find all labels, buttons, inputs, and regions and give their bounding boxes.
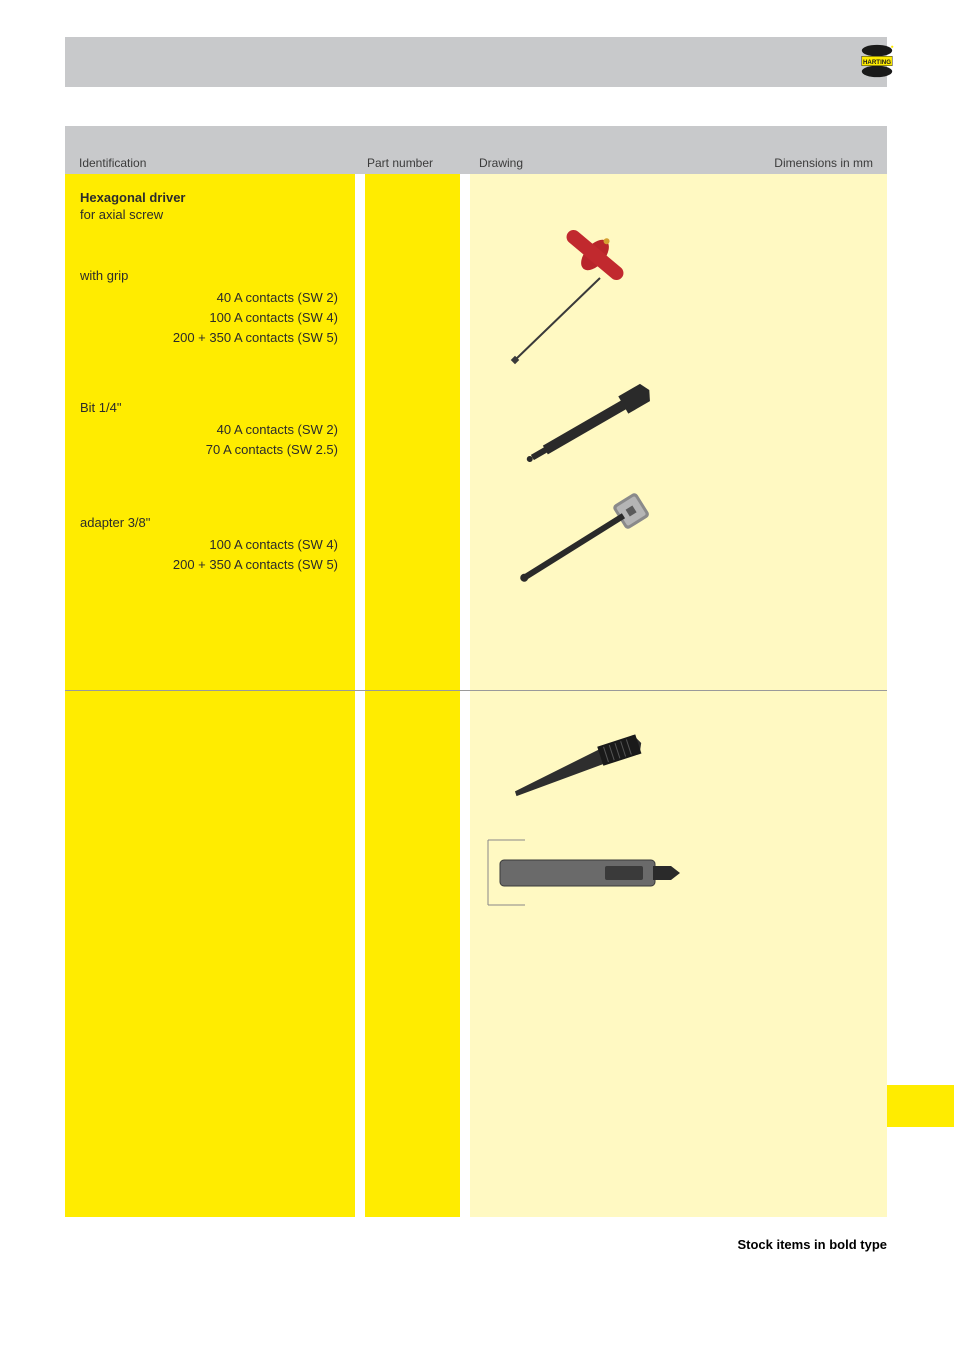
side-tab	[887, 1085, 954, 1127]
drawing-adapter	[480, 480, 680, 620]
group1-line: 200 + 350 A contacts (SW 5)	[68, 330, 338, 345]
group2-line: 40 A contacts (SW 2)	[68, 422, 338, 437]
header-identification: Identification	[79, 156, 146, 170]
drawing-hex-driver-grip	[480, 230, 680, 380]
group3-label: adapter 3/8"	[80, 515, 150, 530]
group2-line: 70 A contacts (SW 2.5)	[68, 442, 338, 457]
header-drawing: Drawing	[479, 156, 523, 170]
header-dimensions: Dimensions in mm	[774, 156, 873, 170]
table-header-row: Identification Part number Drawing Dimen…	[65, 126, 887, 174]
section-subtitle: for axial screw	[80, 207, 163, 222]
top-banner	[65, 37, 887, 87]
separator-line	[65, 690, 887, 691]
drawing-tool-5	[470, 830, 700, 920]
group3-line: 200 + 350 A contacts (SW 5)	[68, 557, 338, 572]
header-part-number: Part number	[367, 156, 433, 170]
group1-line: 40 A contacts (SW 2)	[68, 290, 338, 305]
column-part-number-bg	[365, 174, 460, 1217]
svg-text:HARTING: HARTING	[863, 59, 891, 66]
drawing-tool-4	[480, 715, 680, 815]
group2-label: Bit 1/4"	[80, 400, 121, 415]
footer-note: Stock items in bold type	[737, 1237, 887, 1252]
harting-logo: HARTING	[858, 42, 896, 80]
group3-line: 100 A contacts (SW 4)	[68, 537, 338, 552]
group1-line: 100 A contacts (SW 4)	[68, 310, 338, 325]
group1-label: with grip	[80, 268, 128, 283]
section-title: Hexagonal driver	[80, 190, 186, 205]
drawing-bit	[480, 370, 680, 490]
